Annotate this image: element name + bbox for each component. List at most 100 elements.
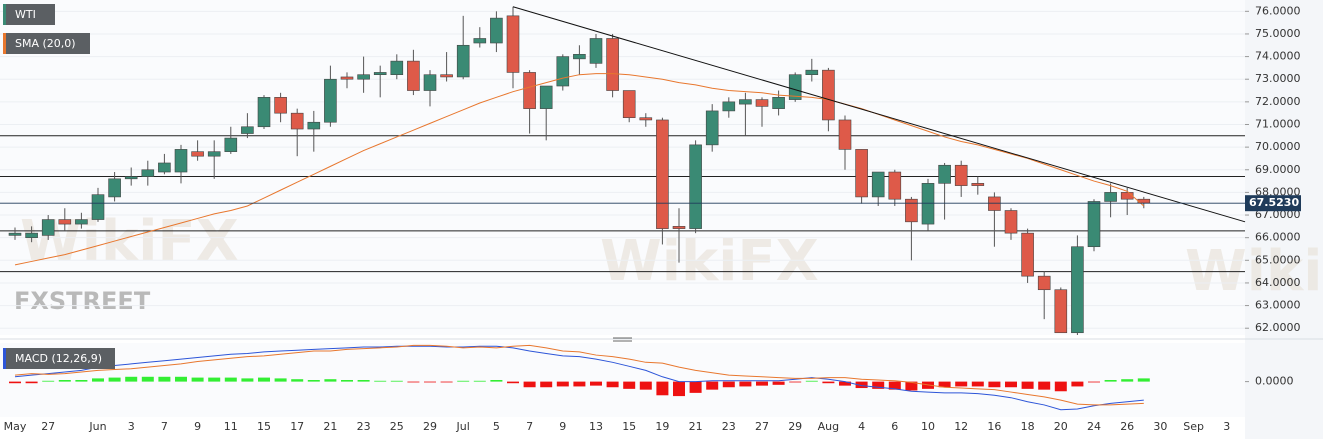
last-price-label: 67.5230	[1249, 196, 1299, 209]
histogram-bar	[573, 381, 586, 387]
candle-body	[689, 144, 702, 229]
candle-body	[1037, 275, 1051, 291]
histogram-bar	[208, 377, 221, 382]
histogram-bar	[756, 381, 768, 386]
resize-grip[interactable]	[613, 337, 632, 342]
histogram-bar	[9, 381, 21, 384]
y-tick-label: 69.0000	[1255, 163, 1301, 176]
x-tick-label: 3	[128, 420, 135, 433]
candle-body	[905, 198, 918, 223]
x-tick-label: 27	[41, 420, 55, 433]
candle-body	[1104, 192, 1117, 202]
candle-body	[672, 226, 686, 229]
plot-layer: 62.0000 63.0000 64.0000 65.0000 66.0000 67.00…	[0, 4, 1301, 433]
candle-body	[456, 44, 470, 78]
watermark: WikiFX	[20, 209, 239, 274]
histogram-bar	[1054, 381, 1067, 392]
x-tick-label: 23	[357, 420, 371, 433]
histogram-bar	[58, 380, 71, 382]
histogram-bar	[623, 381, 636, 389]
histogram-bar	[108, 377, 121, 382]
histogram-bar	[158, 376, 171, 382]
legend-macd[interactable]: MACD (12,26,9)	[3, 348, 115, 369]
candle-body	[174, 149, 188, 173]
x-tick-label: 4	[858, 420, 865, 433]
legend-text: SMA (20,0)	[15, 37, 76, 50]
x-tick-label: 21	[323, 420, 337, 433]
histogram-bar	[175, 376, 187, 382]
histogram-bar	[42, 380, 55, 382]
x-tick-label: 21	[689, 420, 703, 433]
y-tick-label: 71.0000	[1255, 117, 1301, 130]
histogram-bar	[839, 381, 851, 386]
legend-sma[interactable]: SMA (20,0)	[3, 33, 90, 54]
legend-text: MACD (12,26,9)	[15, 352, 102, 365]
y-tick-label: 73.0000	[1255, 72, 1301, 85]
histogram-bar	[523, 381, 536, 388]
x-tick-label: 7	[161, 420, 168, 433]
candle-body	[473, 38, 487, 44]
candle-body	[1071, 246, 1084, 334]
histogram-bar	[407, 381, 420, 383]
y-tick-label: 66.0000	[1255, 231, 1301, 244]
candle-body	[639, 117, 653, 121]
x-tick-label: 30	[1153, 420, 1167, 433]
trendline	[512, 6, 1246, 223]
candle-body	[722, 101, 736, 112]
x-tick-label: 3	[1223, 420, 1230, 433]
x-tick-label: 20	[1054, 420, 1068, 433]
candle-body	[739, 99, 752, 105]
legend-wti[interactable]: WTI	[3, 4, 55, 25]
histogram-bar	[556, 381, 569, 387]
x-tick-label: 6	[891, 420, 898, 433]
price-axis	[1245, 0, 1323, 439]
candle-body	[871, 171, 885, 198]
candle-body	[58, 219, 72, 225]
candle-body	[340, 76, 354, 80]
candle-body	[606, 38, 619, 91]
candle-body	[1004, 210, 1018, 234]
histogram-bar	[739, 381, 752, 387]
histogram-bar	[1071, 381, 1084, 387]
candle-body	[158, 162, 171, 173]
candle-body	[1021, 232, 1034, 277]
candle-body	[274, 97, 287, 114]
y-tick-label: 68.0000	[1255, 185, 1301, 198]
histogram-bar	[706, 381, 719, 390]
histogram-bar	[1038, 381, 1051, 390]
histogram-bar	[805, 380, 818, 382]
y-tick-label: 72.0000	[1255, 95, 1301, 108]
histogram-bar	[1104, 380, 1117, 382]
histogram-bar	[291, 379, 304, 382]
histogram-bar	[440, 381, 453, 383]
brand-logo: FXSTREET	[14, 287, 151, 315]
x-tick-label: 29	[423, 420, 437, 433]
x-tick-label: 9	[194, 420, 201, 433]
candle-body	[207, 151, 221, 157]
candle-body	[855, 149, 868, 198]
histogram-bar	[507, 381, 519, 384]
candle-body	[25, 232, 38, 238]
x-tick-label: 26	[1120, 420, 1134, 433]
histogram-bar	[938, 381, 951, 388]
x-tick-label: 15	[257, 420, 271, 433]
candle-body	[788, 74, 802, 100]
y-tick-label: 74.0000	[1255, 50, 1301, 63]
x-tick-label: Aug	[818, 420, 839, 433]
x-tick-label: 19	[655, 420, 669, 433]
candle-body	[423, 74, 437, 91]
histogram-bar	[822, 381, 835, 384]
candle-body	[373, 72, 387, 75]
candle-body	[954, 164, 968, 186]
watermark: WikiFX	[600, 229, 819, 294]
candle-body	[988, 196, 1001, 211]
histogram-bar	[590, 381, 602, 386]
candle-body	[1120, 192, 1134, 200]
histogram-bar	[955, 381, 968, 387]
x-tick-label: 15	[622, 420, 636, 433]
macd-panel	[0, 343, 1245, 417]
x-tick-label: 16	[987, 420, 1001, 433]
histogram-bar	[324, 379, 337, 382]
candle-body	[523, 72, 536, 109]
